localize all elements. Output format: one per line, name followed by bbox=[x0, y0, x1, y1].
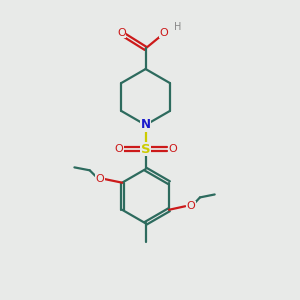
Text: O: O bbox=[114, 144, 123, 154]
Text: N: N bbox=[141, 118, 151, 131]
Text: O: O bbox=[95, 174, 104, 184]
Text: O: O bbox=[117, 28, 126, 38]
Text: O: O bbox=[160, 28, 169, 38]
Text: S: S bbox=[141, 142, 150, 156]
Text: H: H bbox=[174, 22, 182, 32]
Text: O: O bbox=[168, 144, 177, 154]
Text: O: O bbox=[187, 201, 196, 211]
